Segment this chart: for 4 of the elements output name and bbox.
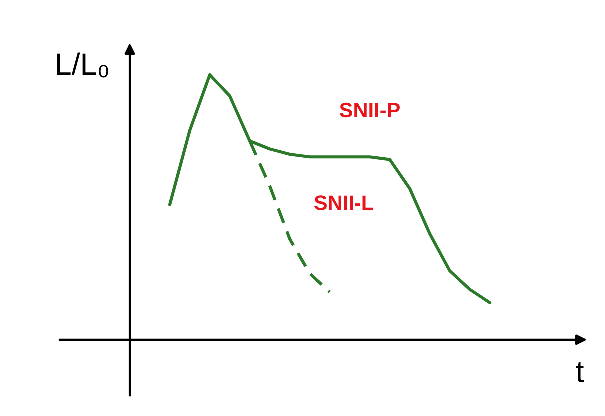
x-axis-title: t [576,362,584,383]
y-axis-title: L/L₀ [57,52,108,78]
series-label: SNII-L [314,196,374,210]
series-label: SNII-P [340,102,400,118]
